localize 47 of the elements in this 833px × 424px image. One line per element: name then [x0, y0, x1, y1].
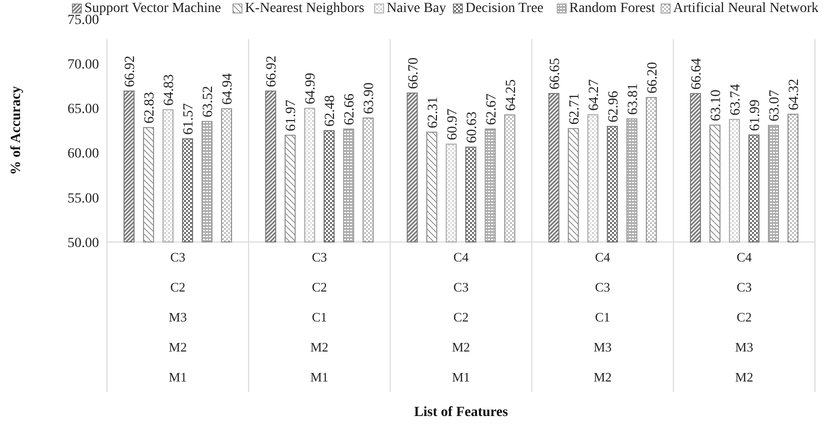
- x-axis-title: List of Features: [414, 405, 508, 420]
- y-tick-label: 65.00: [68, 102, 99, 118]
- data-label: 62.96: [606, 90, 622, 122]
- data-label: 64.32: [786, 78, 802, 110]
- data-label: 63.10: [708, 90, 724, 122]
- data-label: 62.71: [567, 93, 582, 125]
- data-label: 66.92: [123, 56, 138, 88]
- data-label: 60.63: [464, 112, 480, 144]
- data-label: 62.66: [342, 94, 358, 126]
- data-label: 66.70: [406, 58, 422, 90]
- data-label: 63.90: [362, 82, 378, 114]
- legend-label: Naive Bay: [386, 1, 446, 16]
- data-label: 63.74: [728, 84, 744, 116]
- legend-label: K-Nearest Neighbors: [244, 1, 364, 16]
- legend-label: Artificial Neural Network: [673, 1, 819, 16]
- data-label: 63.81: [626, 83, 641, 115]
- data-label: 64.25: [504, 79, 519, 111]
- x-tick-label: C4 C3 C2 M2 M1: [452, 250, 470, 385]
- data-label: 61.97: [284, 100, 300, 132]
- data-label: 60.97: [445, 108, 460, 140]
- y-tick-label: 60.00: [68, 146, 99, 162]
- data-label: 62.31: [426, 96, 441, 128]
- y-axis-title: % of Accuracy: [9, 86, 24, 175]
- data-label: 61.57: [182, 103, 197, 135]
- y-tick-label: 50.00: [68, 236, 99, 251]
- data-label: 66.20: [645, 62, 660, 94]
- data-label: 62.83: [142, 92, 158, 124]
- data-label: 62.48: [323, 95, 338, 127]
- data-label: 63.52: [201, 86, 216, 118]
- data-label: 63.07: [767, 90, 782, 122]
- x-tick-label: C4 C3 C2 M3 M2: [735, 250, 754, 385]
- data-label: 62.67: [484, 93, 500, 125]
- x-tick-label: C3 C2 C1 M2 M1: [310, 250, 328, 385]
- data-label: 66.64: [689, 58, 704, 90]
- data-label: 64.83: [162, 74, 178, 106]
- data-label: 66.65: [548, 58, 563, 90]
- data-label: 61.99: [748, 100, 763, 132]
- x-tick-label: C3 C2 M3 M2 M1: [168, 250, 187, 385]
- data-label: 64.27: [586, 79, 602, 111]
- data-label: 66.92: [264, 56, 280, 88]
- y-tick-label: 55.00: [68, 191, 99, 206]
- legend-label: Decision Tree: [465, 1, 544, 16]
- y-tick-label: 70.00: [68, 58, 99, 72]
- data-label: 64.99: [304, 72, 319, 104]
- legend-label: Random Forest: [569, 1, 656, 16]
- x-tick-label: C4 C3 C1 M3 M2: [594, 250, 612, 385]
- data-label: 64.94: [220, 73, 236, 105]
